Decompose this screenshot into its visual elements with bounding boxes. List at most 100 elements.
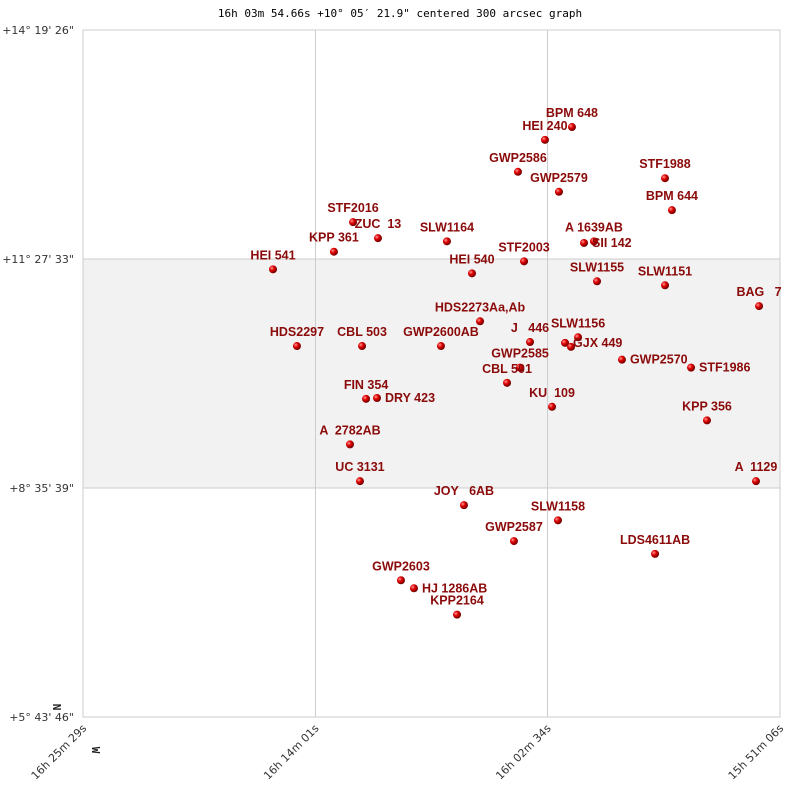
star-marker <box>349 218 358 227</box>
y-tick-label: +14° 19' 26" <box>2 24 74 37</box>
star-marker <box>436 342 445 351</box>
star-marker <box>520 257 529 266</box>
star-point: HEI 541 <box>250 248 296 274</box>
star-point: STF2003 <box>498 240 550 266</box>
star-label: KU 109 <box>529 386 575 400</box>
star-label: SLW1155 <box>570 260 624 274</box>
star-marker <box>453 610 462 619</box>
star-marker <box>651 549 660 558</box>
north-indicator: N <box>50 704 63 711</box>
star-marker <box>752 477 761 486</box>
star-marker <box>459 501 468 510</box>
star-point: STF1988 <box>639 157 691 183</box>
star-marker <box>373 394 382 403</box>
star-marker <box>269 265 278 274</box>
star-label: SLW1151 <box>638 264 692 278</box>
star-label: LDS4611AB <box>620 533 690 547</box>
star-label: KPP2164 <box>430 594 484 608</box>
star-point: JOY 6AB <box>434 484 494 510</box>
star-point: HDS2273Aa,Ab <box>435 300 526 326</box>
star-label: ZUC 13 <box>355 217 402 231</box>
x-tick-label: 15h 51m 06s <box>726 722 787 783</box>
star-marker <box>540 135 549 144</box>
x-tick-label: 16h 25m 29s <box>29 722 90 783</box>
star-point: STF1986 <box>687 361 751 375</box>
star-marker <box>561 338 570 347</box>
star-marker <box>567 342 576 351</box>
star-point: A 1639AB <box>565 220 623 246</box>
star-label: STF2016 <box>327 201 378 215</box>
star-point: KPP2164 <box>430 594 484 619</box>
star-marker <box>292 342 301 351</box>
star-label: GJX 449 <box>573 336 622 350</box>
star-point: GJX 449 <box>561 336 622 350</box>
star-point: SLW1151 <box>638 264 692 290</box>
star-point: GWP2579 <box>530 171 588 196</box>
star-marker <box>554 187 563 196</box>
star-marker <box>589 237 598 246</box>
plot-area <box>82 29 781 718</box>
star-label: JOY 6AB <box>434 484 494 498</box>
star-label: HEI 240 <box>522 119 567 133</box>
star-label: HDS2297 <box>270 325 324 339</box>
star-marker <box>362 394 371 403</box>
star-point: SLW1156 <box>551 316 605 342</box>
star-point: CBL 503 <box>337 325 387 351</box>
star-label: FIN 354 <box>344 378 389 392</box>
star-label: A 1129 <box>735 460 778 474</box>
star-marker <box>553 516 562 525</box>
star-label: SII 142 <box>592 236 632 250</box>
star-label: CBL 501 <box>482 362 532 376</box>
star-point: BAG 7 <box>736 285 782 311</box>
star-label: J 446 <box>511 321 549 335</box>
star-marker <box>574 333 583 342</box>
star-point <box>567 342 576 351</box>
star-point: BPM 648 <box>546 106 598 132</box>
star-point: GWP2570 <box>617 353 688 367</box>
star-marker <box>513 167 522 176</box>
star-marker <box>476 317 485 326</box>
star-point: SLW1158 <box>531 499 585 525</box>
star-point: BPM 644 <box>646 189 698 215</box>
star-point: GWP2586 <box>489 151 547 176</box>
star-marker <box>667 206 676 215</box>
star-label: GWP2587 <box>485 520 543 534</box>
star-marker <box>396 576 405 585</box>
star-label: HEI 541 <box>250 248 295 262</box>
star-label: A 1639AB <box>565 220 623 234</box>
star-label: UC 3131 <box>335 460 384 474</box>
star-label: KPP 361 <box>309 231 359 245</box>
star-label: CBL 503 <box>337 325 387 339</box>
shaded-band <box>83 258 780 489</box>
star-marker <box>329 247 338 256</box>
star-point: HEI 540 <box>449 252 495 278</box>
west-indicator: W <box>89 747 102 754</box>
star-label: DRY 423 <box>385 391 435 405</box>
star-label: HJ 1286AB <box>422 581 487 595</box>
star-point: LDS4611AB <box>620 533 690 558</box>
star-marker <box>687 363 696 372</box>
star-marker <box>755 302 764 311</box>
star-marker <box>346 440 355 449</box>
x-tick-label: 16h 02m 34s <box>493 722 554 783</box>
star-point: STF2016 <box>327 201 379 227</box>
chart-title: 16h 03m 54.66s +10° 05′ 21.9" centered 3… <box>218 7 582 20</box>
star-point: SLW1155 <box>570 260 624 286</box>
star-label: BPM 644 <box>646 189 698 203</box>
y-tick-label: +11° 27' 33" <box>2 253 74 266</box>
star-marker <box>702 416 711 425</box>
star-label: HEI 540 <box>449 252 494 266</box>
star-point: SLW1164 <box>420 220 474 246</box>
star-label: SLW1156 <box>551 316 605 330</box>
star-marker <box>548 402 557 411</box>
star-marker <box>509 537 518 546</box>
star-label: A 2782AB <box>319 423 380 437</box>
y-tick-label: +5° 43' 46" <box>9 711 74 724</box>
star-point: A 2782AB <box>319 423 381 449</box>
star-point: CBL 501 <box>482 362 532 387</box>
star-label: GWP2603 <box>372 559 430 573</box>
star-label: STF2003 <box>498 240 549 254</box>
star-marker <box>516 363 525 372</box>
